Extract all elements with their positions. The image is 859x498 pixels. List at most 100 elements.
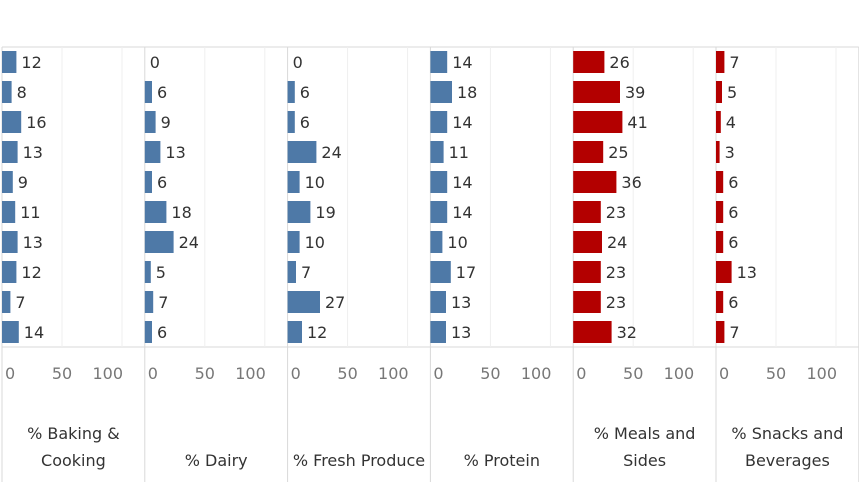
- bar-panel-2-row-8: [144, 261, 151, 283]
- data-label-panel-2-row-9: 7: [158, 293, 168, 312]
- data-label-panel-1-row-1: 12: [21, 53, 41, 72]
- bar-panel-1-row-1: [2, 51, 17, 73]
- data-label-panel-6-row-7: 6: [728, 233, 738, 252]
- bar-panel-1-row-3: [2, 111, 22, 133]
- data-label-panel-2-row-7: 24: [179, 233, 199, 252]
- panel-label-5-line-1: % Meals and: [594, 424, 696, 443]
- data-label-panel-3-row-3: 6: [300, 113, 310, 132]
- bar-panel-1-row-7: [2, 231, 18, 253]
- data-label-panel-6-row-2: 5: [727, 83, 737, 102]
- bar-panel-4-row-9: [430, 291, 446, 313]
- tick-label-panel-6-50: 50: [766, 364, 786, 383]
- data-label-panel-3-row-10: 12: [307, 323, 327, 342]
- bar-panel-2-row-3: [144, 111, 156, 133]
- bar-panel-5-row-7: [573, 231, 602, 253]
- panel-label-1-line-1: % Baking &: [27, 424, 120, 443]
- bar-panel-3-row-2: [287, 81, 295, 103]
- bar-panel-5-row-8: [573, 261, 601, 283]
- data-label-panel-4-row-8: 17: [456, 263, 476, 282]
- data-label-panel-1-row-4: 13: [23, 143, 43, 162]
- data-label-panel-5-row-2: 39: [625, 83, 645, 102]
- data-label-panel-1-row-6: 11: [20, 203, 40, 222]
- data-label-panel-6-row-5: 6: [728, 173, 738, 192]
- data-label-panel-3-row-5: 10: [305, 173, 325, 192]
- data-label-panel-1-row-8: 12: [21, 263, 41, 282]
- bar-panel-6-row-3: [716, 111, 721, 133]
- data-label-panel-4-row-2: 18: [457, 83, 477, 102]
- data-label-panel-2-row-5: 6: [157, 173, 167, 192]
- bar-panel-2-row-5: [144, 171, 152, 193]
- bar-panel-5-row-5: [573, 171, 617, 193]
- tick-label-panel-5-100: 100: [664, 364, 695, 383]
- bar-panel-6-row-6: [716, 201, 724, 223]
- bar-panel-5-row-2: [573, 81, 620, 103]
- bar-panel-5-row-6: [573, 201, 601, 223]
- bar-panel-4-row-7: [430, 231, 443, 253]
- bar-panel-4-row-5: [430, 171, 448, 193]
- data-label-panel-2-row-10: 6: [157, 323, 167, 342]
- bar-panel-1-row-10: [2, 321, 19, 343]
- tick-label-panel-4-100: 100: [521, 364, 552, 383]
- data-label-panel-6-row-9: 6: [728, 293, 738, 312]
- data-label-panel-2-row-1: 0: [150, 53, 160, 72]
- data-label-panel-5-row-6: 23: [606, 203, 626, 222]
- data-label-panel-4-row-10: 13: [451, 323, 471, 342]
- bar-panel-2-row-2: [144, 81, 152, 103]
- tick-label-panel-2-0: 0: [148, 364, 158, 383]
- data-label-panel-5-row-7: 24: [607, 233, 627, 252]
- data-label-panel-4-row-4: 11: [449, 143, 469, 162]
- bar-panel-1-row-5: [2, 171, 13, 193]
- tick-label-panel-6-100: 100: [806, 364, 837, 383]
- data-label-panel-3-row-1: 0: [293, 53, 303, 72]
- bar-panel-5-row-3: [573, 111, 623, 133]
- data-label-panel-6-row-6: 6: [728, 203, 738, 222]
- bar-panel-1-row-9: [2, 291, 11, 313]
- tick-label-panel-3-0: 0: [291, 364, 301, 383]
- bar-panel-4-row-8: [430, 261, 451, 283]
- bar-panel-3-row-8: [287, 261, 296, 283]
- panel-label-6-line-1: % Snacks and: [731, 424, 843, 443]
- tick-label-panel-2-100: 100: [235, 364, 266, 383]
- bar-panel-3-row-3: [287, 111, 295, 133]
- data-label-panel-2-row-6: 18: [171, 203, 191, 222]
- data-label-panel-5-row-10: 32: [617, 323, 637, 342]
- data-label-panel-4-row-6: 14: [452, 203, 472, 222]
- bar-panel-6-row-5: [716, 171, 724, 193]
- data-label-panel-6-row-10: 7: [729, 323, 739, 342]
- data-label-panel-3-row-2: 6: [300, 83, 310, 102]
- data-label-panel-4-row-7: 10: [447, 233, 467, 252]
- data-label-panel-6-row-1: 7: [729, 53, 739, 72]
- bar-panel-3-row-6: [287, 201, 311, 223]
- data-label-panel-4-row-1: 14: [452, 53, 472, 72]
- data-label-panel-6-row-4: 3: [725, 143, 735, 162]
- bar-panel-4-row-3: [430, 111, 448, 133]
- data-label-panel-1-row-5: 9: [18, 173, 28, 192]
- bar-panel-2-row-10: [144, 321, 152, 343]
- data-label-panel-5-row-3: 41: [627, 113, 647, 132]
- bar-panel-6-row-1: [716, 51, 725, 73]
- panel-label-2-line-1: % Dairy: [185, 451, 248, 470]
- data-label-panel-5-row-5: 36: [621, 173, 641, 192]
- panel-label-6-line-2: Beverages: [745, 451, 830, 470]
- data-label-panel-5-row-8: 23: [606, 263, 626, 282]
- data-label-panel-6-row-8: 13: [737, 263, 757, 282]
- bar-panel-5-row-10: [573, 321, 612, 343]
- data-label-panel-4-row-5: 14: [452, 173, 472, 192]
- bar-panel-1-row-4: [2, 141, 18, 163]
- tick-label-panel-1-50: 50: [52, 364, 72, 383]
- tick-label-panel-3-50: 50: [337, 364, 357, 383]
- bar-panel-1-row-8: [2, 261, 17, 283]
- bar-panel-6-row-2: [716, 81, 722, 103]
- data-label-panel-1-row-3: 16: [26, 113, 46, 132]
- data-label-panel-3-row-9: 27: [325, 293, 345, 312]
- data-label-panel-2-row-4: 13: [165, 143, 185, 162]
- bar-panel-2-row-4: [144, 141, 161, 163]
- bar-panel-1-row-2: [2, 81, 12, 103]
- tick-label-panel-3-100: 100: [378, 364, 409, 383]
- bar-panel-6-row-10: [716, 321, 725, 343]
- data-label-panel-3-row-6: 19: [315, 203, 335, 222]
- data-label-panel-1-row-10: 14: [24, 323, 44, 342]
- data-label-panel-1-row-2: 8: [17, 83, 27, 102]
